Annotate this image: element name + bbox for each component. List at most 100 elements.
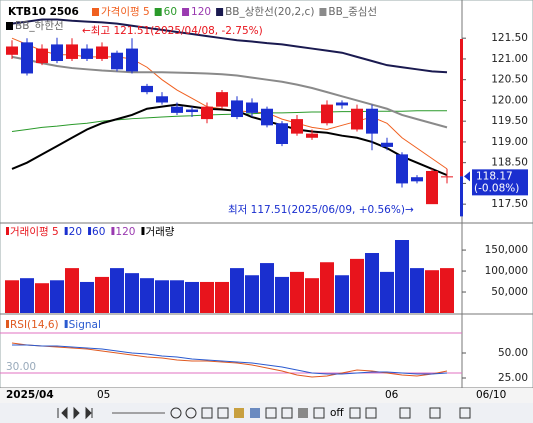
legend-swatch [88,227,92,235]
candle-body [186,109,198,113]
tool[interactable] [365,407,377,419]
volume-bar [95,276,109,313]
date-axis [0,388,533,403]
legend-label: 120 [191,6,211,18]
tool[interactable] [281,407,293,419]
candle-body [411,177,423,182]
candle-body [126,48,138,72]
legend-swatch [216,8,224,16]
candle-body [81,48,93,59]
candle-body [36,48,48,64]
tool[interactable] [234,408,244,418]
legend-label: BB_중심선 [328,6,377,18]
volume-bar [140,278,154,313]
annotation-low: 최저 117.51(2025/06/09, +0.56%)→ [228,204,414,216]
candle-body [156,96,168,103]
volume-bar [185,281,199,313]
y-tick-label: 120.00 [491,94,528,106]
legend-label: BB_하한선 [15,19,64,32]
panel-title: 거래량 [145,226,174,238]
volume-bar [335,275,349,313]
candle-body [96,46,108,59]
candle-body [111,52,123,70]
legend-label: 120 [115,226,135,238]
y-tick-label: 100,000 [485,265,528,277]
legend-swatch [6,22,13,30]
annotation-high: ←최고 121.51(2025/04/08, -2.75%) [82,25,263,37]
volume-bar [170,280,184,313]
candle-body [306,133,318,138]
chart-title: KTB10 2506 [8,6,79,18]
legend-label: RSI(14,6) [10,319,59,331]
volume-bar [290,271,304,313]
candle-body [216,92,228,107]
price-range-bar [460,39,463,177]
tool[interactable] [265,407,277,419]
candle-body [141,85,153,93]
candle-body [276,123,288,144]
tool[interactable] [250,408,260,418]
tool[interactable] [429,407,441,419]
tool[interactable] [349,407,361,419]
y-tick-label: 50,000 [491,286,528,298]
tool[interactable] [298,408,308,418]
zoom-in[interactable] [185,407,197,419]
nav-icons[interactable] [57,406,93,420]
x-label: 2025/04 [6,389,54,401]
candle-body [21,42,33,74]
y-tick-label: 50.00 [498,347,528,359]
volume-bar [305,278,319,313]
candle-body [336,102,348,106]
tool[interactable] [459,407,471,419]
x-label: 05 [97,389,110,401]
y-tick-label: 25.00 [498,372,528,384]
volume-bar [320,262,334,313]
volume-bar [260,263,274,313]
y-tick-label: 121.50 [491,32,528,44]
overlay-line [11,103,448,177]
tool[interactable] [217,407,229,419]
rsi-line [12,344,448,375]
off-button[interactable]: off [330,407,344,419]
overlay-line [11,55,448,129]
y-tick-label: 121.00 [491,53,528,65]
tool[interactable] [201,407,213,419]
candle-body [51,44,63,62]
legend-swatch [64,227,68,235]
legend-label: 가격이평 5 [101,5,150,18]
y-tick-label: 150,000 [485,244,528,256]
candle-body [351,108,363,130]
volume-bar [80,281,94,313]
candle-body [231,100,243,118]
candle-body [396,154,408,184]
legend-swatch [6,320,9,328]
candle-body [201,106,213,120]
tool[interactable] [399,407,411,419]
last-price: 118.17 [476,170,513,182]
x-cursor: 06/10 [476,389,506,401]
legend-swatch [6,227,9,235]
zoom-out[interactable] [170,407,182,419]
candle-body [66,44,78,59]
volume-bar [110,268,124,313]
volume-bar [20,278,34,313]
y-tick-label: 117.50 [491,198,528,210]
legend-label: 60 [164,6,177,18]
volume-bar [440,268,454,313]
volume-bar [215,281,229,313]
legend-label: Signal [69,319,101,331]
legend-swatch [182,8,190,16]
candle-body [6,46,18,55]
legend-swatch [319,8,327,16]
price-range-bar [460,176,463,217]
volume-bar [245,275,259,313]
legend-label: 20 [69,226,82,238]
volume-bar [35,283,49,313]
last-price-box [472,169,528,196]
candle-body [381,142,393,147]
legend-swatch [92,8,99,16]
candle-body [321,104,333,124]
tool[interactable] [313,407,325,419]
volume-bar [230,268,244,313]
volume-bar [125,273,139,313]
